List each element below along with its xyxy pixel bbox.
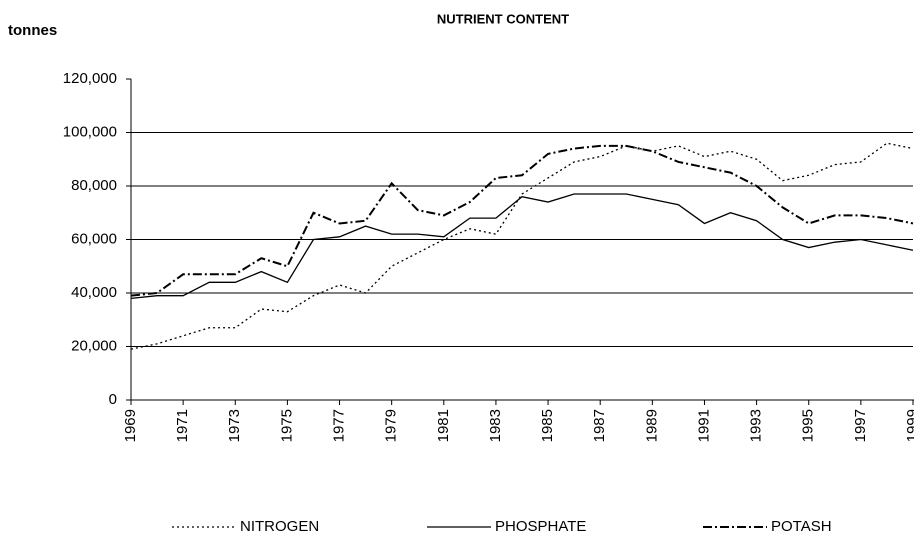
- x-tick-label: 1971: [174, 409, 191, 442]
- x-tick-label: 1989: [643, 409, 660, 442]
- series-line: [130, 193, 914, 299]
- x-tick-label: 1995: [800, 409, 817, 442]
- chart-title: NUTRIENT CONTENT: [437, 11, 569, 26]
- series-line: [130, 142, 914, 350]
- x-tick-label: 1993: [748, 409, 765, 442]
- y-tick-label: 120,000: [63, 70, 117, 87]
- x-tick-label: 1991: [695, 409, 712, 442]
- x-tick-label: 1999: [904, 409, 914, 442]
- x-tick-label: 1983: [487, 409, 504, 442]
- legend-label: NITROGEN: [240, 518, 319, 535]
- x-tick-label: 1975: [278, 409, 295, 442]
- y-tick-label: 0: [109, 391, 117, 408]
- y-axis-title: tonnes: [8, 22, 57, 39]
- x-tick-label: 1981: [435, 409, 452, 442]
- x-tick-label: 1987: [591, 409, 608, 442]
- series-line: [130, 144, 914, 297]
- x-tick-label: 1977: [331, 409, 348, 442]
- y-tick-label: 80,000: [71, 177, 117, 194]
- x-tick-label: 1979: [383, 409, 400, 442]
- x-tick-label: 1997: [852, 409, 869, 442]
- y-tick-label: 20,000: [71, 337, 117, 354]
- y-tick-label: 40,000: [71, 284, 117, 301]
- x-tick-label: 1973: [226, 409, 243, 442]
- x-tick-label: 1969: [122, 409, 139, 442]
- y-tick-label: 100,000: [63, 123, 117, 140]
- x-tick-label: 1985: [539, 409, 556, 442]
- y-tick-label: 60,000: [71, 230, 117, 247]
- legend-label: POTASH: [771, 518, 832, 535]
- legend-label: PHOSPHATE: [495, 518, 586, 535]
